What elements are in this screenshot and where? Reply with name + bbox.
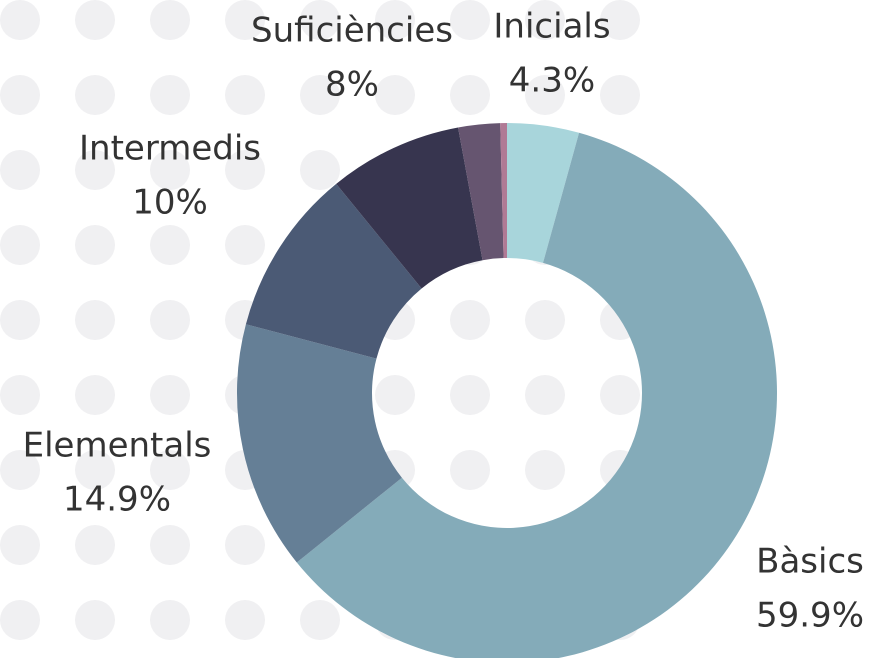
background-dot [150, 150, 190, 190]
background-dot [0, 225, 40, 265]
background-dot [450, 0, 490, 40]
value-label: 59.9% [756, 596, 864, 636]
background-dot [0, 150, 40, 190]
background-dot [450, 300, 490, 340]
background-dot [75, 375, 115, 415]
background-dot [150, 225, 190, 265]
background-dot [525, 300, 565, 340]
donut-segment [336, 127, 483, 289]
background-dot [375, 75, 415, 115]
background-dot [0, 75, 40, 115]
background-dot [375, 0, 415, 40]
donut-segment [458, 123, 504, 261]
background-dot [150, 0, 190, 40]
donut-segment [500, 123, 507, 259]
category-label: Bàsics [756, 542, 864, 582]
background-dot [225, 0, 265, 40]
background-dot [150, 525, 190, 565]
background-dot [75, 300, 115, 340]
background-dot [0, 0, 40, 40]
background-dot [75, 0, 115, 40]
background-dot [0, 525, 40, 565]
background-dot [300, 600, 340, 640]
donut-segment [245, 183, 422, 359]
category-label: Elementals [23, 426, 212, 466]
background-dot [75, 450, 115, 490]
background-dot [0, 375, 40, 415]
background-dot [150, 450, 190, 490]
background-dot [225, 225, 265, 265]
donut-segment [236, 324, 402, 563]
category-label: Suficiències [251, 11, 453, 51]
background-dot [525, 0, 565, 40]
background-dot [0, 600, 40, 640]
background-dot [75, 75, 115, 115]
background-dot [150, 600, 190, 640]
background-dot [300, 150, 340, 190]
donut-segment [507, 123, 580, 263]
background-dot [0, 300, 40, 340]
background-dot [225, 600, 265, 640]
value-label: 10% [132, 183, 208, 223]
background-dot [225, 150, 265, 190]
category-label: Intermedis [79, 129, 261, 169]
background-dot [75, 600, 115, 640]
value-label: 8% [325, 65, 379, 105]
background-dot [75, 150, 115, 190]
background-dot [600, 375, 640, 415]
background-dot [300, 75, 340, 115]
background-dot [150, 75, 190, 115]
background-dot [75, 525, 115, 565]
background-dot [450, 75, 490, 115]
background-dot [300, 0, 340, 40]
background-dot [525, 375, 565, 415]
background-dot [150, 300, 190, 340]
background-dot [75, 225, 115, 265]
category-label: Inicials [493, 7, 610, 47]
donut-segment [296, 132, 777, 658]
background-dot [225, 525, 265, 565]
background-dot [525, 75, 565, 115]
background-dot [225, 75, 265, 115]
value-label: 14.9% [63, 480, 171, 520]
background-dot [150, 375, 190, 415]
background-dot [600, 75, 640, 115]
background-dot [525, 450, 565, 490]
background-dot [600, 0, 640, 40]
background-dot [375, 375, 415, 415]
background-dot [0, 450, 40, 490]
value-label: 4.3% [509, 61, 595, 101]
background-dot [450, 450, 490, 490]
background-dot [450, 375, 490, 415]
